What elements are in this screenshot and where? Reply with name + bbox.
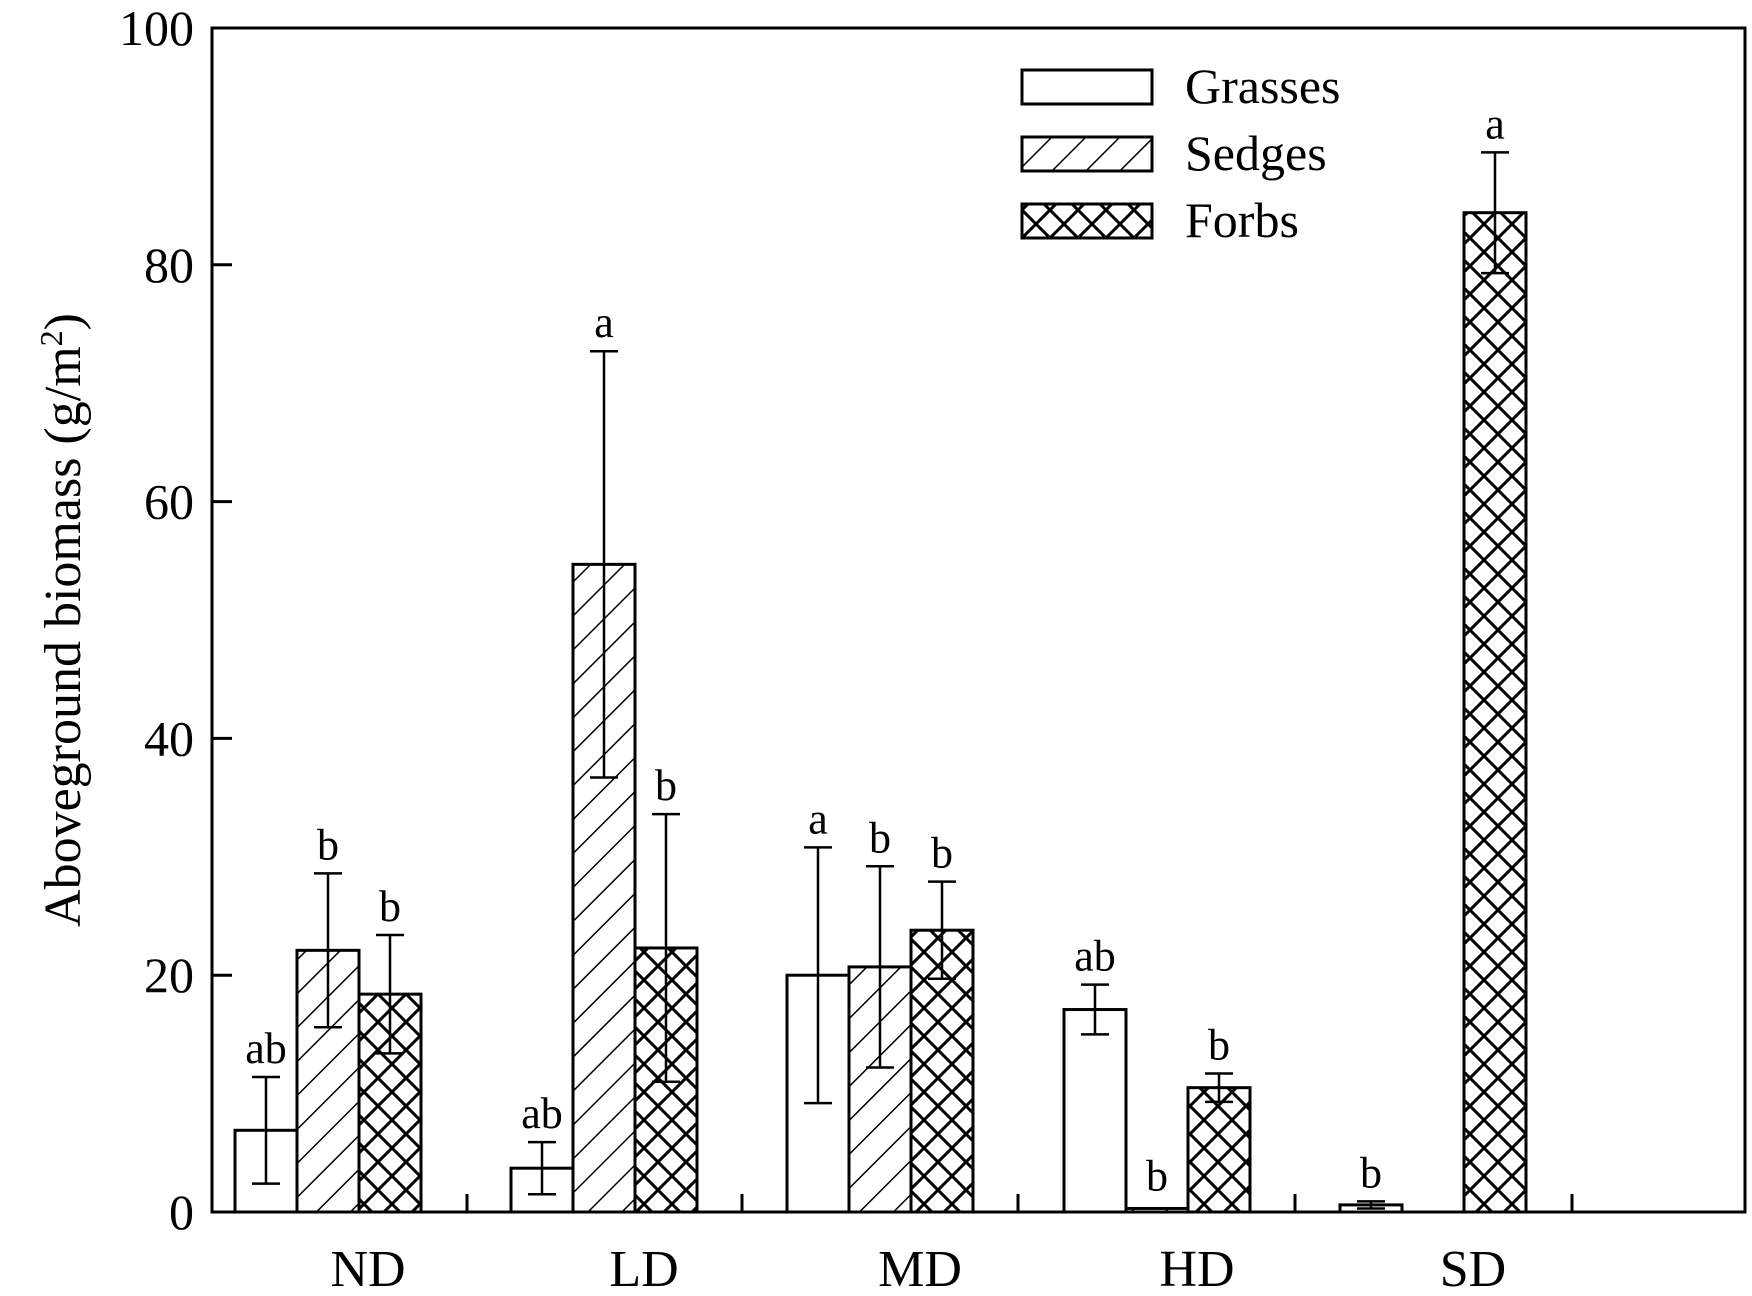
y-axis-title-main: Aboveground biomass (g/m: [35, 346, 92, 927]
x-tick-label: LD: [609, 1241, 678, 1296]
legend-label-grasses: Grasses: [1185, 58, 1341, 114]
bar-grasses-hd: [1062, 1008, 1128, 1214]
y-tick-label: 100: [119, 0, 194, 56]
legend-swatch-grasses: [1020, 68, 1154, 106]
x-tick-label: SD: [1440, 1241, 1506, 1296]
significance-label: a: [594, 298, 614, 347]
error-bars: [252, 151, 1509, 1210]
y-tick-label: 0: [169, 1184, 194, 1240]
significance-label: ab: [1074, 932, 1116, 981]
y-axis: 0 20 40 60 80 100: [119, 0, 232, 1240]
legend-label-sedges: Sedges: [1185, 125, 1327, 181]
plot-frame: [210, 26, 1747, 1214]
y-tick-label: 20: [144, 947, 194, 1003]
y-tick-label: 60: [144, 474, 194, 530]
legend-swatch-forbs: [1020, 202, 1154, 240]
y-axis-title-sup: 2: [33, 330, 69, 346]
significance-label: b: [655, 761, 677, 810]
y-tick-label: 80: [144, 237, 194, 293]
significance-label: b: [1208, 1020, 1230, 1069]
y-axis-title: Aboveground biomass (g/m2): [33, 313, 92, 927]
legend-swatch-sedges: [1020, 135, 1154, 173]
significance-label: b: [869, 813, 891, 862]
significance-label: ab: [521, 1089, 563, 1138]
legend: Grasses Sedges Forbs: [1020, 58, 1341, 248]
x-tick-label: HD: [1159, 1241, 1234, 1296]
y-axis-title-close: ): [35, 313, 92, 330]
significance-label: a: [808, 794, 828, 843]
significance-label: ab: [245, 1024, 287, 1073]
significance-label: b: [1146, 1151, 1168, 1200]
bar-forbs-hd: [1186, 1086, 1252, 1214]
x-tick-label: ND: [330, 1241, 405, 1296]
significance-label: b: [379, 882, 401, 931]
significance-label: b: [931, 829, 953, 878]
x-axis: ND LD MD HD SD: [330, 1194, 1574, 1296]
significance-label: a: [1485, 99, 1505, 148]
significance-label: b: [1360, 1148, 1382, 1197]
x-tick-label: MD: [878, 1241, 962, 1296]
significance-label: b: [317, 820, 339, 869]
legend-label-forbs: Forbs: [1185, 192, 1299, 248]
y-tick-label: 40: [144, 710, 194, 766]
bar-forbs-sd: [1462, 211, 1528, 1214]
